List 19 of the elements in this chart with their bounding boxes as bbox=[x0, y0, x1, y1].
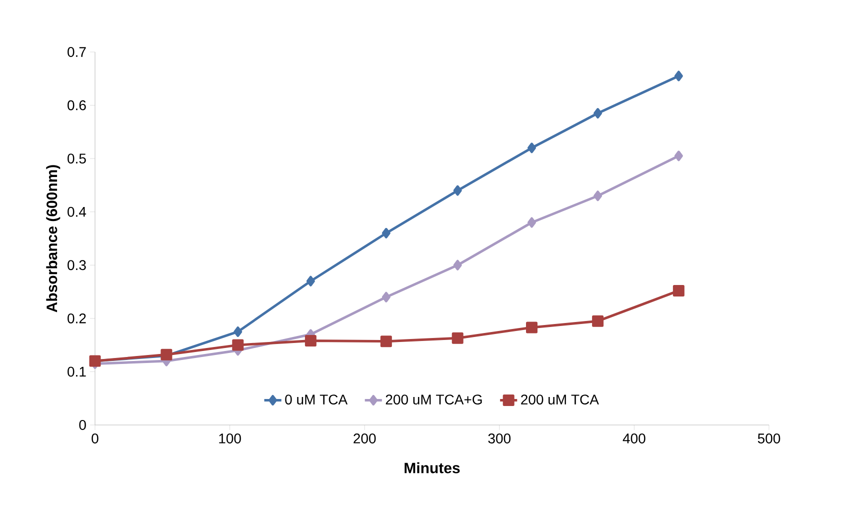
y-tick-label: 0.4 bbox=[68, 206, 86, 217]
y-tick-label: 0 bbox=[79, 420, 86, 430]
x-tick-label: 500 bbox=[758, 434, 780, 444]
legend-label: 200 uM TCA bbox=[521, 394, 599, 405]
y-tick-label: 0.2 bbox=[68, 313, 86, 324]
legend-label: 200 uM TCA+G bbox=[386, 394, 482, 405]
y-tick-label: 0.6 bbox=[68, 100, 86, 110]
x-tick-label: 300 bbox=[488, 434, 511, 444]
x-tick-label: 200 bbox=[354, 434, 376, 444]
y-tick-label: 0.7 bbox=[68, 47, 86, 57]
legend-label: 0 uM TCA bbox=[285, 394, 348, 405]
x-tick-label: 0 bbox=[92, 434, 98, 444]
y-axis-title: Absorbance (600nm) bbox=[46, 165, 60, 312]
x-axis-title: Minutes bbox=[404, 462, 460, 474]
y-tick-label: 0.3 bbox=[68, 260, 86, 270]
x-tick-label: 100 bbox=[219, 434, 241, 444]
x-tick-label: 400 bbox=[622, 434, 646, 444]
y-tick-label: 0.5 bbox=[68, 154, 86, 164]
y-tick-label: 0.1 bbox=[68, 366, 86, 377]
